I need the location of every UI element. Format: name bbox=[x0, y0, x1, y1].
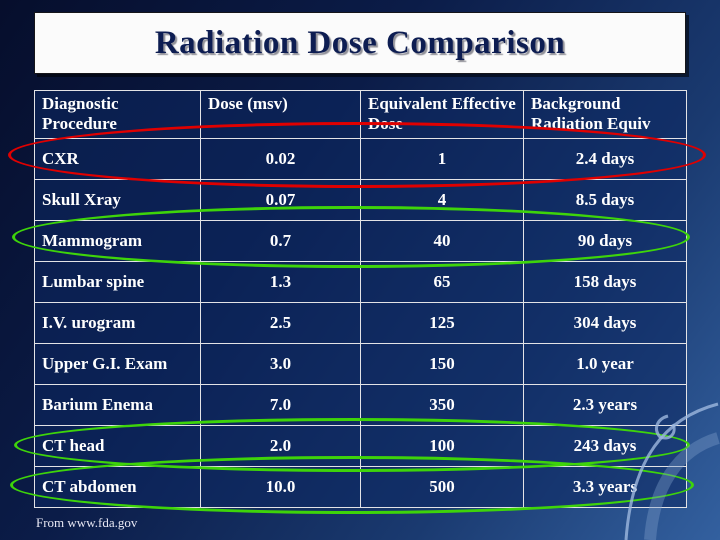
page-title: Radiation Dose Comparison bbox=[154, 24, 566, 61]
cell-background: 8.5 days bbox=[523, 179, 687, 221]
cell-dose: 2.0 bbox=[200, 425, 361, 467]
cell-dose: 1.3 bbox=[200, 261, 361, 303]
cell-procedure: Lumbar spine bbox=[34, 261, 201, 303]
header-equivalent-effective-dose: Equivalent Effective Dose bbox=[360, 90, 524, 139]
cell-dose: 0.02 bbox=[200, 138, 361, 180]
table-header-row: Diagnostic Procedure Dose (msv) Equivale… bbox=[34, 90, 687, 139]
cell-background: 158 days bbox=[523, 261, 687, 303]
cell-dose: 2.5 bbox=[200, 302, 361, 344]
cell-procedure: CT abdomen bbox=[34, 466, 201, 508]
cell-equivalent: 40 bbox=[360, 220, 524, 262]
table-row-ct-head: CT head 2.0 100 243 days bbox=[34, 425, 687, 467]
cell-dose: 0.07 bbox=[200, 179, 361, 221]
corner-swoosh-decoration bbox=[624, 402, 720, 540]
cell-background: 90 days bbox=[523, 220, 687, 262]
cell-dose: 0.7 bbox=[200, 220, 361, 262]
cell-dose: 7.0 bbox=[200, 384, 361, 426]
cell-background: 1.0 year bbox=[523, 343, 687, 385]
radiation-dose-table: Diagnostic Procedure Dose (msv) Equivale… bbox=[34, 90, 687, 508]
header-diagnostic-procedure: Diagnostic Procedure bbox=[34, 90, 201, 139]
slide-title-box: Radiation Dose Comparison bbox=[34, 12, 686, 74]
cell-procedure: CXR bbox=[34, 138, 201, 180]
cell-dose: 10.0 bbox=[200, 466, 361, 508]
header-dose-msv: Dose (msv) bbox=[200, 90, 361, 139]
cell-equivalent: 65 bbox=[360, 261, 524, 303]
cell-background: 243 days bbox=[523, 425, 687, 467]
cell-background: 3.3 years bbox=[523, 466, 687, 508]
cell-procedure: Upper G.I. Exam bbox=[34, 343, 201, 385]
cell-dose: 3.0 bbox=[200, 343, 361, 385]
source-attribution: From www.fda.gov bbox=[36, 515, 138, 530]
cell-background: 2.4 days bbox=[523, 138, 687, 180]
table-row-lumbar-spine: Lumbar spine 1.3 65 158 days bbox=[34, 261, 687, 303]
table-row-ct-abdomen: CT abdomen 10.0 500 3.3 years bbox=[34, 466, 687, 508]
table-row-iv-urogram: I.V. urogram 2.5 125 304 days bbox=[34, 302, 687, 344]
cell-procedure: Skull Xray bbox=[34, 179, 201, 221]
table-row-cxr: CXR 0.02 1 2.4 days bbox=[34, 138, 687, 180]
cell-equivalent: 4 bbox=[360, 179, 524, 221]
cell-equivalent: 100 bbox=[360, 425, 524, 467]
cell-equivalent: 150 bbox=[360, 343, 524, 385]
cell-background: 304 days bbox=[523, 302, 687, 344]
cell-equivalent: 1 bbox=[360, 138, 524, 180]
table-row-upper-gi-exam: Upper G.I. Exam 3.0 150 1.0 year bbox=[34, 343, 687, 385]
table-row-skull-xray: Skull Xray 0.07 4 8.5 days bbox=[34, 179, 687, 221]
cell-equivalent: 125 bbox=[360, 302, 524, 344]
cell-procedure: I.V. urogram bbox=[34, 302, 201, 344]
table-row-mammogram: Mammogram 0.7 40 90 days bbox=[34, 220, 687, 262]
cell-procedure: Mammogram bbox=[34, 220, 201, 262]
cell-procedure: Barium Enema bbox=[34, 384, 201, 426]
cell-equivalent: 350 bbox=[360, 384, 524, 426]
cell-procedure: CT head bbox=[34, 425, 201, 467]
cell-equivalent: 500 bbox=[360, 466, 524, 508]
header-background-radiation-equiv: Background Radiation Equiv bbox=[523, 90, 687, 139]
